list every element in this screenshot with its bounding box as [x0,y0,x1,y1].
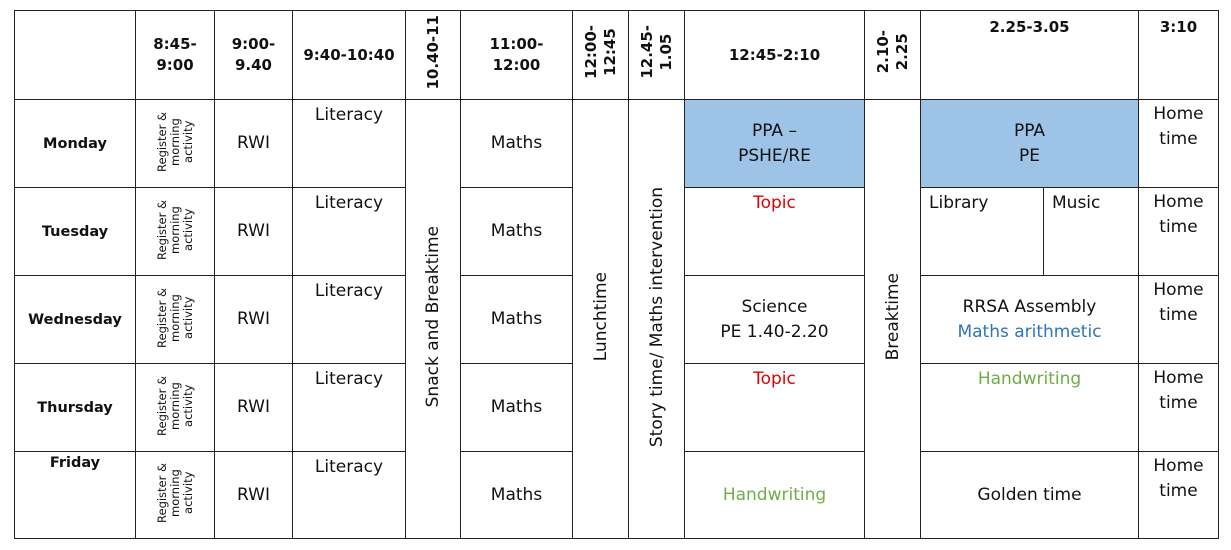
maths-cell: Maths [460,187,573,276]
snack-breaktime-text: Snack and Breaktime [423,226,443,408]
row-tuesday: Tuesday Register & morning activity RWI … [14,187,1219,276]
day-label: Tuesday [14,187,136,276]
rwi-cell: RWI [214,275,293,364]
row-monday: Monday Register & morning activity RWI L… [14,99,1219,539]
breaktime-cell: Breaktime [864,99,921,539]
timetable: 8:45- 9:00 9:00- 9.40 9:40-10:40 10.40-1… [14,10,1219,539]
maths-cell: Maths [460,99,573,188]
register-text: Register & morning activity [154,287,195,348]
day-label: Thursday [14,363,136,452]
snack-breaktime-cell: Snack and Breaktime [405,99,461,539]
maths-cell: Maths [460,363,573,452]
home-time-cell: Home time [1138,451,1219,539]
register-cell: Register & morning activity [135,451,215,539]
header-time-5: 11:00- 12:00 [460,10,573,100]
row-wednesday: Wednesday Register & morning activity RW… [14,275,1219,364]
lunchtime-text: Lunchtime [590,272,611,362]
header-time-8: 12:45-2:10 [684,10,865,100]
topic-cell: Topic [684,363,865,452]
register-cell: Register & morning activity [135,187,215,276]
home-time-cell: Home time [1138,363,1219,452]
library-cell: Library [920,187,1044,276]
ppa-pshe-re-cell: PPA – PSHE/RE [684,99,865,188]
register-text: Register & morning activity [154,199,195,260]
header-blank [14,10,136,100]
story-time-cell: Story time/ Maths intervention [628,99,685,539]
story-time-text: Story time/ Maths intervention [646,186,667,448]
day-label: Monday [14,99,136,188]
literacy-cell: Literacy [292,187,406,276]
ppa-pe-cell: PPA PE [920,99,1139,188]
literacy-cell: Literacy [292,363,406,452]
literacy-cell: Literacy [292,451,406,539]
header-time-9-text: 2.10- 2.25 [873,30,911,74]
home-time-cell: Home time [1138,99,1219,188]
header-time-9: 2.10- 2.25 [864,10,921,100]
register-cell: Register & morning activity [135,99,215,188]
rrsa-assembly-text: RRSA Assembly [962,296,1097,317]
assembly-arithmetic-cell: RRSA Assembly Maths arithmetic [920,275,1139,364]
register-text: Register & morning activity [154,375,195,436]
lunchtime-cell: Lunchtime [572,99,629,539]
literacy-cell: Literacy [292,99,406,188]
header-time-3: 9:40-10:40 [292,10,406,100]
header-time-6: 12:00- 12:45 [572,10,629,100]
header-time-6-text: 12:00- 12:45 [581,25,619,79]
rwi-cell: RWI [214,187,293,276]
maths-cell: Maths [460,451,573,539]
header-time-4-text: 10.40-11 [423,14,442,90]
register-text: Register & morning activity [154,111,195,172]
header-time-1: 8:45- 9:00 [135,10,215,100]
header-time-10: 2.25-3.05 [920,10,1139,100]
maths-arithmetic-text: Maths arithmetic [957,321,1102,342]
rwi-cell: RWI [214,451,293,539]
home-time-cell: Home time [1138,187,1219,276]
register-cell: Register & morning activity [135,275,215,364]
register-cell: Register & morning activity [135,363,215,452]
music-cell: Music [1043,187,1139,276]
golden-time-cell: Golden time [920,451,1139,539]
header-time-4: 10.40-11 [405,10,461,100]
header-time-11: 3:10 [1138,10,1219,100]
header-time-7-text: 12.45- 1.05 [637,25,675,79]
register-text: Register & morning activity [154,463,195,523]
row-friday: Friday Register & morning activity RWI L… [14,451,1219,539]
topic-cell: Topic [684,187,865,276]
header-time-7: 12.45- 1.05 [628,10,685,100]
handwriting-cell: Handwriting [920,363,1139,452]
breaktime-text: Breaktime [882,273,903,361]
science-pe-cell: Science PE 1.40-2.20 [684,275,865,364]
handwriting-cell: Handwriting [684,451,865,539]
maths-cell: Maths [460,275,573,364]
rwi-cell: RWI [214,99,293,188]
header-row: 8:45- 9:00 9:00- 9.40 9:40-10:40 10.40-1… [14,10,1219,100]
row-thursday: Thursday Register & morning activity RWI… [14,363,1219,452]
day-label: Wednesday [14,275,136,364]
literacy-cell: Literacy [292,275,406,364]
home-time-cell: Home time [1138,275,1219,364]
header-time-2: 9:00- 9.40 [214,10,293,100]
day-label: Friday [14,451,136,539]
rwi-cell: RWI [214,363,293,452]
